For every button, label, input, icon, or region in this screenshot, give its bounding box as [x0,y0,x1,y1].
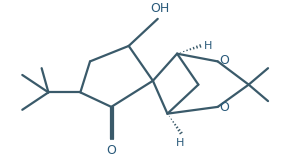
Text: O: O [220,101,230,114]
Text: OH: OH [150,2,169,15]
Text: O: O [106,144,116,157]
Text: O: O [220,54,230,67]
Text: H: H [204,41,213,51]
Text: H: H [176,138,184,148]
